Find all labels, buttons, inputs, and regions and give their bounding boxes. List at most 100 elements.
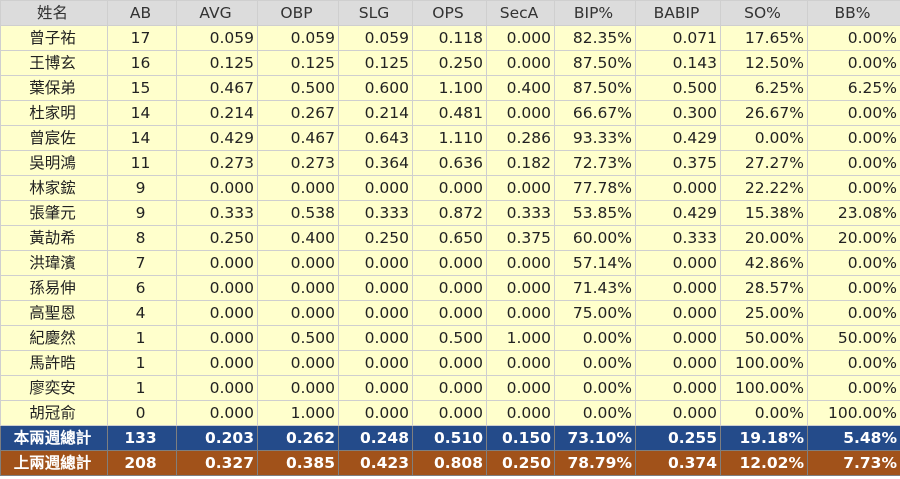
table-row: 葉保弟 15 0.467 0.500 0.600 1.100 0.400 87.50% 0.50… bbox=[0, 75, 900, 101]
stat-seca: 0.000 bbox=[486, 375, 555, 401]
stat-seca: 0.375 bbox=[486, 225, 555, 251]
stat-avg: 0.000 bbox=[176, 325, 258, 351]
stat-avg: 0.059 bbox=[176, 25, 258, 51]
stat-ops: 0.000 bbox=[412, 400, 487, 426]
table-row: 曾宸佐 14 0.429 0.467 0.643 1.110 0.286 93.33% 0.42… bbox=[0, 125, 900, 151]
stat-bip: 72.73% bbox=[554, 150, 636, 176]
table-row: 洪瑋濱 7 0.000 0.000 0.000 0.000 0.000 57.14% 0.000… bbox=[0, 250, 900, 276]
total-row-previous-two-weeks: 上兩週總計 208 0.327 0.385 0.423 0.808 0.250 78.79% 0… bbox=[0, 450, 900, 476]
stat-babip: 0.375 bbox=[635, 150, 721, 176]
stat-ab: 4 bbox=[107, 300, 177, 326]
total-so: 12.02% bbox=[720, 450, 808, 476]
table-header: 姓名 AB AVG OBP SLG OPS SecA BIP% BABIP SO% BB% bbox=[0, 0, 900, 26]
stat-avg: 0.250 bbox=[176, 225, 258, 251]
stat-seca: 0.000 bbox=[486, 350, 555, 376]
stat-seca: 0.000 bbox=[486, 100, 555, 126]
stat-bip: 75.00% bbox=[554, 300, 636, 326]
stat-obp: 0.000 bbox=[257, 250, 339, 276]
total-slg: 0.423 bbox=[338, 450, 413, 476]
stat-avg: 0.000 bbox=[176, 250, 258, 276]
stat-babip: 0.429 bbox=[635, 200, 721, 226]
stat-obp: 1.000 bbox=[257, 400, 339, 426]
stat-so: 100.00% bbox=[720, 350, 808, 376]
stat-slg: 0.000 bbox=[338, 325, 413, 351]
stat-seca: 0.000 bbox=[486, 300, 555, 326]
stat-avg: 0.000 bbox=[176, 175, 258, 201]
stat-slg: 0.000 bbox=[338, 275, 413, 301]
stat-obp: 0.000 bbox=[257, 175, 339, 201]
table-row: 曾子祐 17 0.059 0.059 0.059 0.118 0.000 82.35% 0.07… bbox=[0, 25, 900, 51]
stat-seca: 0.000 bbox=[486, 275, 555, 301]
player-name: 胡冠俞 bbox=[0, 400, 108, 426]
stat-slg: 0.000 bbox=[338, 400, 413, 426]
player-name: 高聖恩 bbox=[0, 300, 108, 326]
stat-babip: 0.300 bbox=[635, 100, 721, 126]
stat-ab: 9 bbox=[107, 175, 177, 201]
player-name: 廖奕安 bbox=[0, 375, 108, 401]
stat-avg: 0.000 bbox=[176, 350, 258, 376]
player-name: 洪瑋濱 bbox=[0, 250, 108, 276]
stat-seca: 0.000 bbox=[486, 25, 555, 51]
stat-bb: 23.08% bbox=[807, 200, 900, 226]
stat-slg: 0.000 bbox=[338, 175, 413, 201]
stat-ops: 0.000 bbox=[412, 350, 487, 376]
stat-bip: 60.00% bbox=[554, 225, 636, 251]
stat-bb: 0.00% bbox=[807, 300, 900, 326]
stat-ops: 0.000 bbox=[412, 275, 487, 301]
total-ops: 0.808 bbox=[412, 450, 487, 476]
total-babip: 0.374 bbox=[635, 450, 721, 476]
stat-seca: 1.000 bbox=[486, 325, 555, 351]
stat-avg: 0.333 bbox=[176, 200, 258, 226]
stat-slg: 0.000 bbox=[338, 350, 413, 376]
column-header-bip: BIP% bbox=[554, 0, 636, 26]
stat-bb: 0.00% bbox=[807, 50, 900, 76]
stat-slg: 0.214 bbox=[338, 100, 413, 126]
stat-babip: 0.000 bbox=[635, 375, 721, 401]
stat-so: 25.00% bbox=[720, 300, 808, 326]
player-name: 杜家明 bbox=[0, 100, 108, 126]
stat-bb: 0.00% bbox=[807, 125, 900, 151]
total-label: 上兩週總計 bbox=[0, 450, 108, 476]
stat-bip: 93.33% bbox=[554, 125, 636, 151]
stat-slg: 0.059 bbox=[338, 25, 413, 51]
stat-so: 12.50% bbox=[720, 50, 808, 76]
column-header-ab: AB bbox=[107, 0, 177, 26]
stat-seca: 0.333 bbox=[486, 200, 555, 226]
total-row-this-two-weeks: 本兩週總計 133 0.203 0.262 0.248 0.510 0.150 73.10% 0… bbox=[0, 425, 900, 451]
player-name: 馬許晧 bbox=[0, 350, 108, 376]
stat-obp: 0.000 bbox=[257, 350, 339, 376]
total-ab: 133 bbox=[107, 425, 177, 451]
stat-ab: 14 bbox=[107, 100, 177, 126]
stat-obp: 0.059 bbox=[257, 25, 339, 51]
stat-babip: 0.333 bbox=[635, 225, 721, 251]
stat-babip: 0.000 bbox=[635, 400, 721, 426]
stat-ops: 0.000 bbox=[412, 175, 487, 201]
player-name: 曾宸佐 bbox=[0, 125, 108, 151]
stat-bb: 0.00% bbox=[807, 175, 900, 201]
total-bip: 78.79% bbox=[554, 450, 636, 476]
player-name: 吳明鴻 bbox=[0, 150, 108, 176]
stat-so: 6.25% bbox=[720, 75, 808, 101]
stat-bip: 0.00% bbox=[554, 400, 636, 426]
table-row: 廖奕安 1 0.000 0.000 0.000 0.000 0.000 0.00% 0.000 1… bbox=[0, 375, 900, 401]
stat-so: 22.22% bbox=[720, 175, 808, 201]
total-ops: 0.510 bbox=[412, 425, 487, 451]
stat-ops: 0.000 bbox=[412, 250, 487, 276]
total-so: 19.18% bbox=[720, 425, 808, 451]
stat-obp: 0.400 bbox=[257, 225, 339, 251]
stat-avg: 0.000 bbox=[176, 300, 258, 326]
stat-ab: 17 bbox=[107, 25, 177, 51]
stat-ops: 0.650 bbox=[412, 225, 487, 251]
stat-so: 0.00% bbox=[720, 125, 808, 151]
stat-slg: 0.000 bbox=[338, 375, 413, 401]
stat-bb: 0.00% bbox=[807, 25, 900, 51]
player-name: 王博玄 bbox=[0, 50, 108, 76]
total-bb: 5.48% bbox=[807, 425, 900, 451]
total-avg: 0.327 bbox=[176, 450, 258, 476]
player-name: 孫易伸 bbox=[0, 275, 108, 301]
column-header-obp: OBP bbox=[257, 0, 339, 26]
stat-bb: 0.00% bbox=[807, 250, 900, 276]
stat-bb: 0.00% bbox=[807, 350, 900, 376]
stat-so: 20.00% bbox=[720, 225, 808, 251]
